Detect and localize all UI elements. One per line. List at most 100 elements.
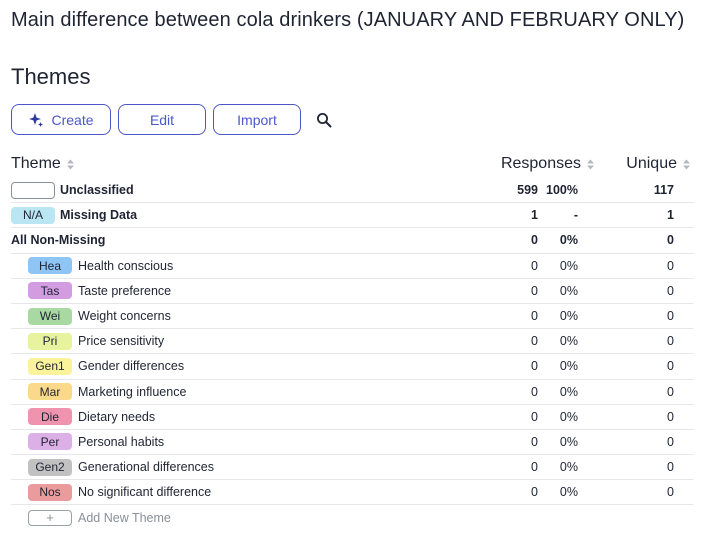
theme-code-badge[interactable]: Die [28,408,72,426]
theme-code-badge[interactable]: Pri [28,332,72,350]
responses-count: 0 [531,359,538,374]
unique-column-header[interactable]: Unique [626,155,691,173]
responses-count: 1 [531,208,538,223]
theme-row[interactable]: Die Dietary needs 0 0% 0 [11,405,694,430]
unique-count: 117 [653,183,674,198]
plus-icon[interactable]: + [28,509,72,526]
unique-count: 0 [667,258,674,273]
sort-icon [66,159,75,170]
row-name: Missing Data [60,208,138,223]
theme-code-badge[interactable]: Nos [28,483,72,501]
sparkle-icon [28,112,44,128]
theme-code-badge[interactable]: Wei [28,307,72,325]
theme-row[interactable]: Pri Price sensitivity 0 0% 0 [11,329,694,355]
theme-name: Generational differences [78,460,214,475]
theme-name: Health conscious [78,258,174,273]
row-name: All Non-Missing [11,233,106,248]
responses-count: 0 [531,334,538,349]
theme-name: Marketing influence [78,384,187,399]
responses-count: 0 [531,485,538,500]
responses-count: 0 [531,460,538,475]
search-icon[interactable] [313,109,335,131]
unique-header-label: Unique [626,155,677,172]
themes-table: Theme Responses Unique Unclassified 599 … [11,151,694,530]
responses-count: 0 [531,283,538,298]
responses-count: 0 [531,434,538,449]
unique-count: 0 [667,460,674,475]
responses-percent: 0% [559,384,578,399]
theme-code-badge[interactable]: Mar [28,383,72,401]
responses-percent: - [573,208,578,223]
import-button[interactable]: Import [213,104,301,135]
responses-percent: 0% [559,359,578,374]
edit-button[interactable]: Edit [118,104,206,135]
theme-row[interactable]: Tas Taste preference 0 0% 0 [11,279,694,304]
responses-column-header[interactable]: Responses [501,155,595,173]
responses-count: 599 [517,183,538,198]
theme-row[interactable]: Gen2 Generational differences 0 0% 0 [11,455,694,481]
theme-row[interactable]: Mar Marketing influence 0 0% 0 [11,380,694,405]
theme-code-badge[interactable]: Per [28,433,72,451]
theme-row[interactable]: Gen1 Gender differences 0 0% 0 [11,354,694,380]
theme-name: No significant difference [78,485,212,500]
responses-header-label: Responses [500,155,581,172]
unique-count: 0 [667,334,674,349]
responses-percent: 0% [559,460,578,475]
theme-name: Weight concerns [78,309,171,324]
sort-icon [586,159,595,170]
responses-percent: 100% [546,183,578,198]
responses-count: 0 [531,384,538,399]
add-new-theme-row[interactable]: + Add New Theme [11,505,694,530]
missing-data-row[interactable]: N/A Missing Data 1 - 1 [11,203,694,229]
create-button[interactable]: Create [11,104,111,135]
unique-count: 0 [667,384,674,399]
responses-percent: 0% [559,283,578,298]
theme-column-header[interactable]: Theme [11,155,75,173]
table-header: Theme Responses Unique [11,151,694,178]
theme-name: Personal habits [78,434,165,449]
theme-name: Price sensitivity [78,334,165,349]
theme-header-label: Theme [11,155,61,172]
na-badge: N/A [11,206,55,224]
unclassified-badge [11,181,55,199]
theme-code-badge[interactable]: Tas [28,282,72,300]
theme-code-badge[interactable]: Gen2 [28,458,72,476]
responses-percent: 0% [559,334,578,349]
sort-icon [682,159,691,170]
unclassified-row[interactable]: Unclassified 599 100% 117 [11,178,694,204]
unique-count: 0 [667,359,674,374]
responses-percent: 0% [559,309,578,324]
responses-count: 0 [531,309,538,324]
theme-row[interactable]: Hea Health conscious 0 0% 0 [11,254,694,279]
unique-count: 0 [667,233,674,248]
responses-percent: 0% [559,434,578,449]
theme-row[interactable]: Per Personal habits 0 0% 0 [11,430,694,456]
create-button-label: Create [51,111,94,128]
theme-name: Taste preference [78,283,172,298]
add-new-theme-label: Add New Theme [78,510,171,525]
unique-count: 1 [667,208,674,223]
responses-count: 0 [531,409,538,424]
theme-name: Dietary needs [78,409,156,424]
row-name: Unclassified [60,183,134,198]
responses-percent: 0% [559,409,578,424]
unique-count: 0 [667,309,674,324]
responses-percent: 0% [559,485,578,500]
page-title: Main difference between cola drinkers (J… [11,9,685,31]
theme-row[interactable]: Wei Weight concerns 0 0% 0 [11,304,694,330]
responses-count: 0 [531,258,538,273]
all-non-missing-row[interactable]: All Non-Missing 0 0% 0 [11,228,694,254]
theme-name: Gender differences [78,359,185,374]
responses-percent: 0% [559,233,578,248]
theme-code-badge[interactable]: Gen1 [28,357,72,375]
unique-count: 0 [667,485,674,500]
theme-row[interactable]: Nos No significant difference 0 0% 0 [11,480,694,506]
responses-count: 0 [531,233,538,248]
unique-count: 0 [667,409,674,424]
unique-count: 0 [667,283,674,298]
edit-button-label: Edit [149,111,175,128]
responses-percent: 0% [559,258,578,273]
theme-code-badge[interactable]: Hea [28,257,72,275]
section-title: Themes [11,64,91,89]
theme-list: Hea Health conscious 0 0% 0 Tas Taste preferen… [11,254,694,506]
